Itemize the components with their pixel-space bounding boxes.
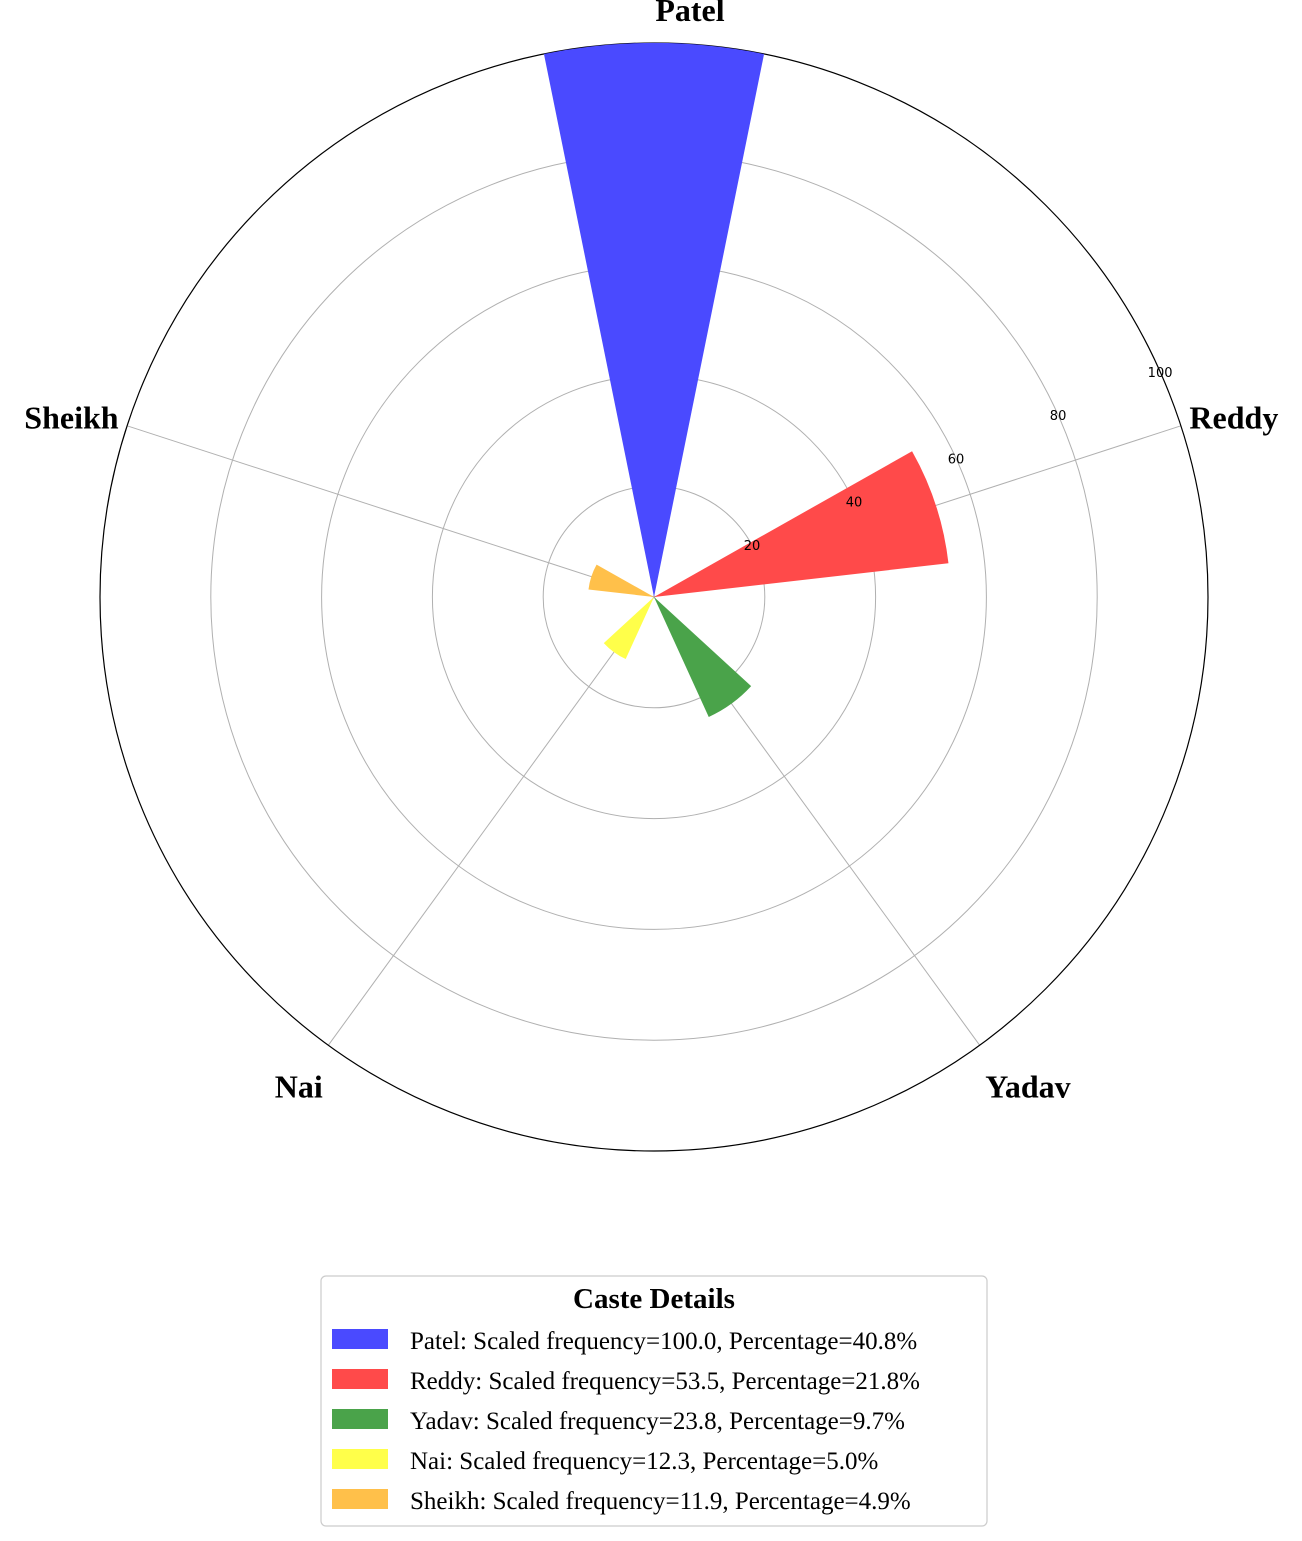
bar-patel <box>543 42 765 598</box>
category-label-patel: Patel <box>655 0 724 28</box>
legend-title: Caste Details <box>573 1283 735 1315</box>
legend-swatch <box>332 1369 388 1389</box>
rtick-label: 60 <box>948 452 965 467</box>
angular-gridline <box>126 425 655 598</box>
legend-swatch <box>332 1329 388 1349</box>
legend-entry: Patel: Scaled frequency=100.0, Percentag… <box>410 1328 917 1355</box>
legend-entry: Sheikh: Scaled frequency=11.9, Percentag… <box>410 1488 911 1515</box>
bar-sheikh <box>588 564 654 597</box>
legend-swatch <box>332 1449 388 1469</box>
category-label-sheikh: Sheikh <box>24 400 118 436</box>
legend-entry: Reddy: Scaled frequency=53.5, Percentage… <box>410 1368 920 1395</box>
legend-swatch <box>332 1489 388 1509</box>
bar-layer <box>543 42 949 717</box>
rtick-label: 80 <box>1050 409 1067 424</box>
category-label-nai: Nai <box>275 1068 323 1104</box>
rtick-label: 100 <box>1148 366 1173 381</box>
category-label-yadav: Yadav <box>985 1068 1070 1104</box>
legend-swatch <box>332 1409 388 1429</box>
legend: Caste Details Patel: Scaled frequency=10… <box>320 1275 988 1527</box>
angular-gridline <box>327 596 655 1046</box>
bar-yadav <box>654 597 752 717</box>
legend-frame <box>320 1275 988 1527</box>
bar-nai <box>603 597 654 659</box>
category-label-reddy: Reddy <box>1189 400 1278 436</box>
bar-reddy <box>654 451 949 597</box>
legend-entry: Yadav: Scaled frequency=23.8, Percentage… <box>410 1408 905 1435</box>
label-layer: 20 40 60 80 100 Patel Reddy Yadav Nai Sheikh <box>24 0 1278 1104</box>
rtick-label: 20 <box>744 539 761 554</box>
legend-entry: Nai: Scaled frequency=12.3, Percentage=5… <box>410 1448 878 1475</box>
rtick-label: 40 <box>846 496 863 511</box>
